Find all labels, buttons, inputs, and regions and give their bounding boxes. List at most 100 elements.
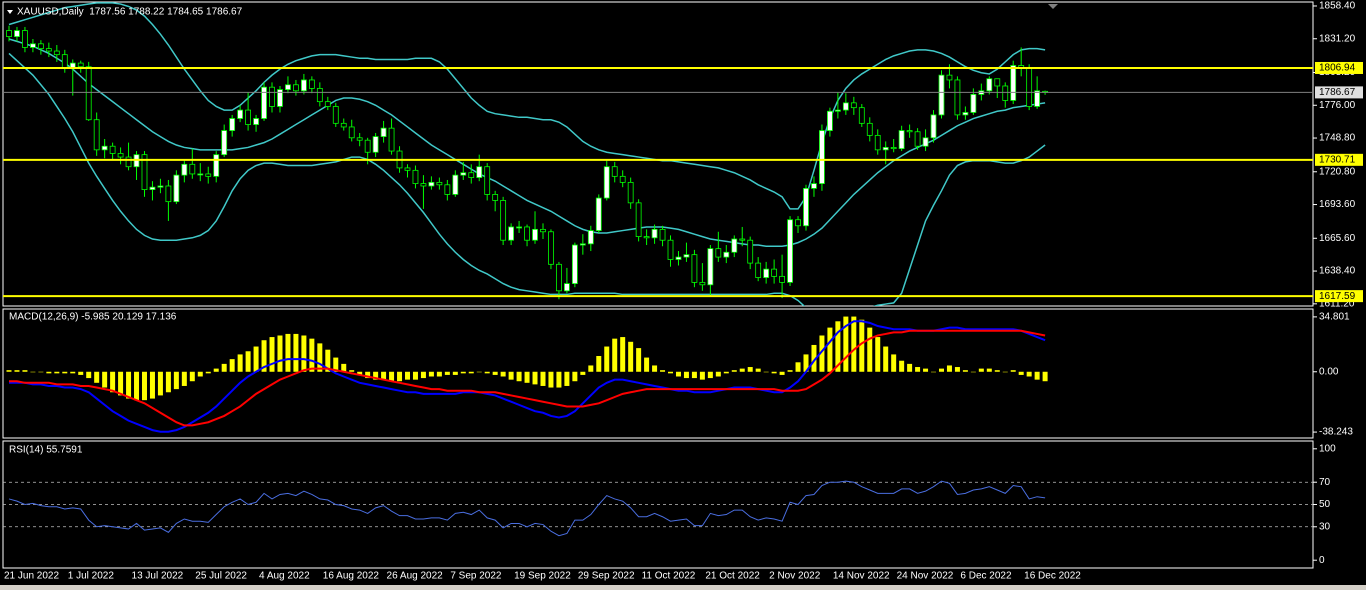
candle-body — [970, 94, 977, 113]
macd-bar — [476, 371, 482, 373]
candle-body — [117, 153, 124, 158]
candle-body — [229, 118, 236, 131]
macd-bar — [1042, 371, 1048, 382]
macd-bar — [508, 371, 514, 380]
candle-body — [37, 43, 44, 50]
macd-bar — [707, 371, 713, 379]
macd-bar — [46, 371, 52, 374]
macd-bar — [22, 370, 28, 372]
candle-body — [691, 254, 698, 283]
macd-bar — [612, 338, 618, 372]
macd-bar — [1018, 371, 1024, 375]
macd-bar — [173, 371, 179, 390]
bid-label: 1786.67 — [1319, 87, 1356, 98]
macd-bar — [859, 319, 865, 372]
macd-bar — [221, 363, 227, 372]
candle-body — [675, 256, 682, 260]
macd-bar — [660, 370, 666, 372]
macd-bar — [946, 365, 952, 372]
macd-bar — [636, 348, 642, 372]
y-tick-label: 50 — [1319, 499, 1331, 510]
candle-body — [1002, 85, 1009, 101]
pane-plot — [3, 2, 1313, 306]
candle-body — [404, 167, 411, 171]
y-tick-label: 34.801 — [1319, 312, 1350, 323]
candle-body — [556, 263, 562, 292]
macd-bar — [126, 371, 132, 399]
candle-body — [285, 84, 291, 90]
macd-bar — [795, 362, 801, 372]
macd-bar — [548, 371, 554, 388]
y-tick-label: 1858.40 — [1319, 1, 1356, 12]
macd-bar — [827, 327, 833, 372]
macd-bar — [915, 367, 921, 372]
macd-bar — [6, 370, 12, 372]
rsi-title: RSI(14) 55.7591 — [9, 445, 83, 456]
price-pane-frame — [2, 1, 1314, 307]
candle-body — [316, 87, 323, 103]
candle-body — [356, 137, 363, 141]
candle-body — [516, 226, 522, 229]
candle-body — [300, 79, 307, 92]
candle-body — [1010, 65, 1017, 101]
macd-line — [9, 329, 1046, 427]
x-tick-label: 2 Nov 2022 — [769, 571, 821, 582]
macd-bar — [771, 371, 777, 374]
macd-bar — [962, 370, 968, 372]
macd-bar — [293, 333, 299, 372]
candle-body — [994, 78, 1001, 87]
y-tick-label: 1693.60 — [1319, 199, 1356, 210]
candle-body — [277, 89, 283, 107]
macd-bar — [452, 371, 458, 375]
candle-body — [579, 243, 586, 246]
macd-bar — [436, 371, 442, 377]
candle-body — [253, 118, 259, 125]
macd-bar — [333, 357, 339, 372]
macd-bar — [803, 354, 809, 372]
candle-body — [468, 172, 475, 178]
candle-body — [221, 130, 228, 156]
macd-bar — [444, 371, 450, 375]
candle-body — [842, 102, 849, 111]
candle-body — [492, 194, 499, 201]
macd-bar — [604, 346, 610, 372]
macd-bar — [468, 371, 474, 374]
macd-bar — [931, 371, 937, 373]
macd-bar — [907, 363, 913, 372]
level-label-box — [1315, 290, 1363, 303]
macd-bar — [141, 371, 147, 401]
plot-layer: 1858.401831.201803.201776.001748.801720.… — [3, 1, 1363, 582]
candle-body — [914, 131, 921, 147]
macd-bar — [580, 371, 586, 375]
candle-body — [763, 268, 770, 278]
candle-body — [500, 200, 507, 241]
x-tick-label: 26 Aug 2022 — [387, 571, 444, 582]
macd-bar — [181, 371, 187, 386]
candle-body — [930, 114, 937, 139]
macd-bar — [165, 371, 171, 393]
candle-body — [460, 172, 467, 176]
candle-body — [109, 145, 116, 154]
x-tick-label: 24 Nov 2022 — [897, 571, 954, 582]
x-tick-label: 6 Dec 2022 — [960, 571, 1012, 582]
pane-plot — [3, 480, 1313, 537]
candle-body — [619, 175, 626, 183]
candle-body — [181, 163, 188, 176]
macd-bar — [883, 346, 889, 372]
macd-bar — [556, 371, 562, 388]
macd-bar — [500, 371, 506, 377]
macd-bar — [994, 370, 1000, 372]
candle-body — [61, 54, 68, 69]
candle-body — [412, 169, 419, 184]
macd-bar — [38, 371, 44, 373]
macd-bar — [891, 354, 897, 372]
candle-body — [651, 228, 658, 239]
scroll-marker — [1048, 4, 1058, 9]
candle-body — [388, 127, 395, 152]
macd-line — [9, 320, 1046, 433]
candle-body — [101, 145, 108, 151]
macd-bar — [309, 338, 315, 372]
macd-bar — [540, 371, 546, 386]
macd-bar — [30, 371, 36, 373]
